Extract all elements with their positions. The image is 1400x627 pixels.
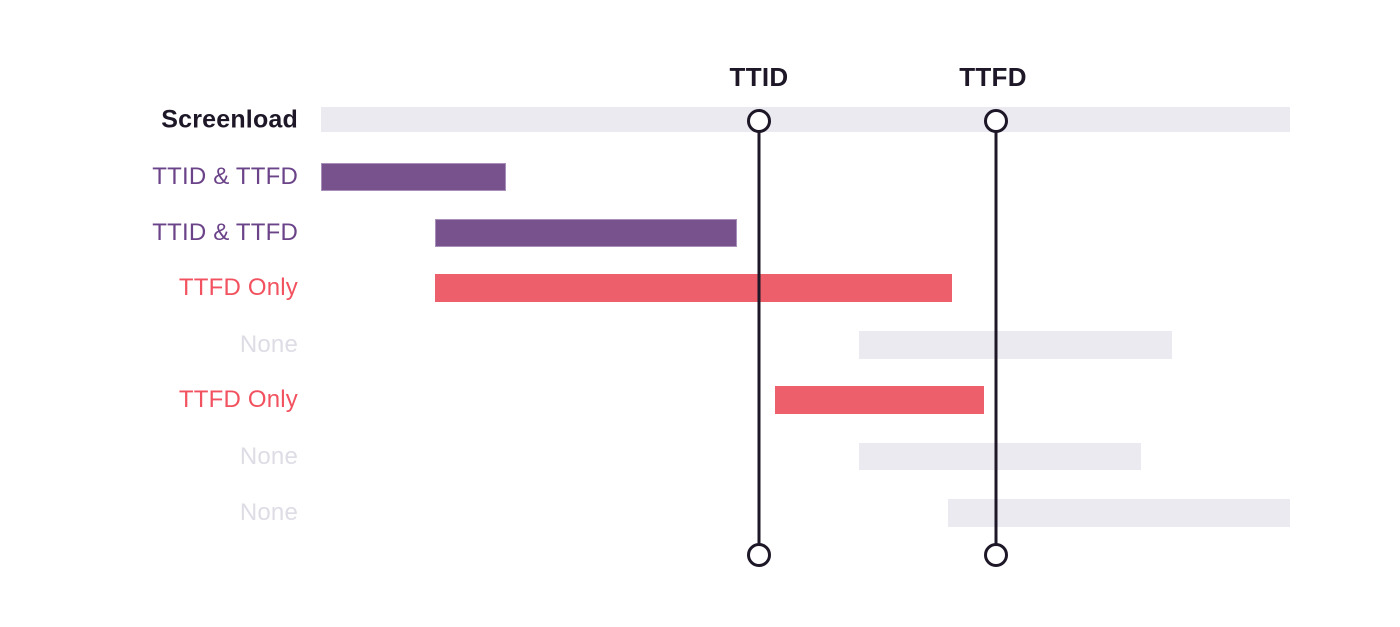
row-label-ttid-ttfd: TTID & TTFD — [152, 163, 298, 190]
row-label-none: None — [239, 442, 298, 470]
ttid-bottom-dot — [747, 543, 771, 567]
span-bar-ttid-ttfd — [321, 163, 506, 191]
ttid-marker-label: TTID — [729, 62, 789, 92]
row-label-none: None — [239, 331, 298, 358]
span-bar-ttfd-only — [775, 386, 984, 414]
span-bar-ttid-ttfd — [435, 219, 737, 247]
row-label-screenload: Screenload — [161, 105, 298, 133]
ttfd-bottom-dot — [984, 543, 1008, 567]
span-bar-screenload — [321, 107, 1290, 132]
ttfd-marker-label: TTFD — [959, 62, 1027, 92]
row-label-none: None — [239, 499, 298, 526]
span-bar-none — [948, 499, 1290, 527]
row-label-ttid-ttfd: TTID & TTFD — [152, 219, 298, 246]
span-bar-none — [859, 331, 1172, 359]
row-label-ttfd-only: TTFD Only — [178, 274, 298, 301]
span-bar-none — [859, 443, 1141, 470]
row-label-ttfd-only: TTFD Only — [178, 386, 298, 413]
span-bar-ttfd-only — [435, 274, 952, 302]
